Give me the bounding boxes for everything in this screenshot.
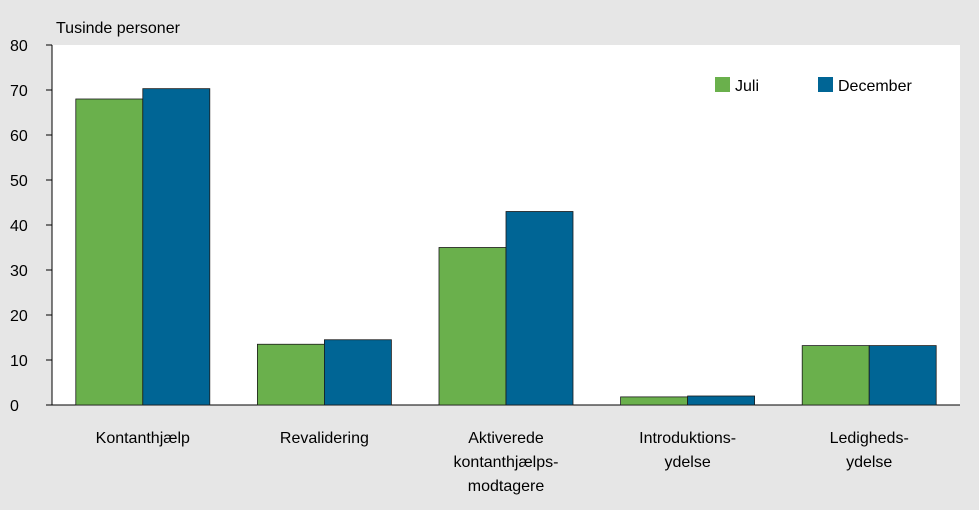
bar-juli <box>75 98 144 406</box>
y-tick-label: 60 <box>10 128 28 145</box>
legend-swatch-december <box>818 77 833 92</box>
x-category-label: kontanthjælps- <box>454 454 559 471</box>
y-tick-label: 80 <box>10 38 28 55</box>
legend-label-december: December <box>838 78 912 95</box>
legend-swatch-juli <box>715 77 730 92</box>
y-tick-label: 70 <box>10 83 28 100</box>
bar-juli <box>256 343 325 406</box>
bar-juli <box>438 247 507 406</box>
x-category-label: ydelse <box>846 454 892 471</box>
y-tick-label: 0 <box>10 398 19 415</box>
y-tick-label: 50 <box>10 173 28 190</box>
y-tick-label: 10 <box>10 353 28 370</box>
x-category-label: ydelse <box>664 454 710 471</box>
legend-label-juli: Juli <box>735 78 759 95</box>
y-tick-label: 30 <box>10 263 28 280</box>
x-category-label: modtagere <box>468 478 545 495</box>
y-tick-label: 40 <box>10 218 28 235</box>
bar-december <box>323 339 392 406</box>
x-category-label: Introduktions- <box>639 430 736 447</box>
x-category-label: Ledigheds- <box>830 430 909 447</box>
x-category-label: Revalidering <box>280 430 369 447</box>
y-axis-unit-label: Tusinde personer <box>56 20 181 37</box>
bar-december <box>868 345 937 406</box>
x-category-label: Aktiverede <box>468 430 544 447</box>
bar-december <box>505 211 574 406</box>
bar-juli <box>801 345 870 406</box>
bar-juli <box>620 396 688 406</box>
bar-december <box>142 88 211 406</box>
y-tick-label: 20 <box>10 308 28 325</box>
bar-december <box>687 395 755 406</box>
x-category-label: Kontanthjælp <box>96 430 190 447</box>
